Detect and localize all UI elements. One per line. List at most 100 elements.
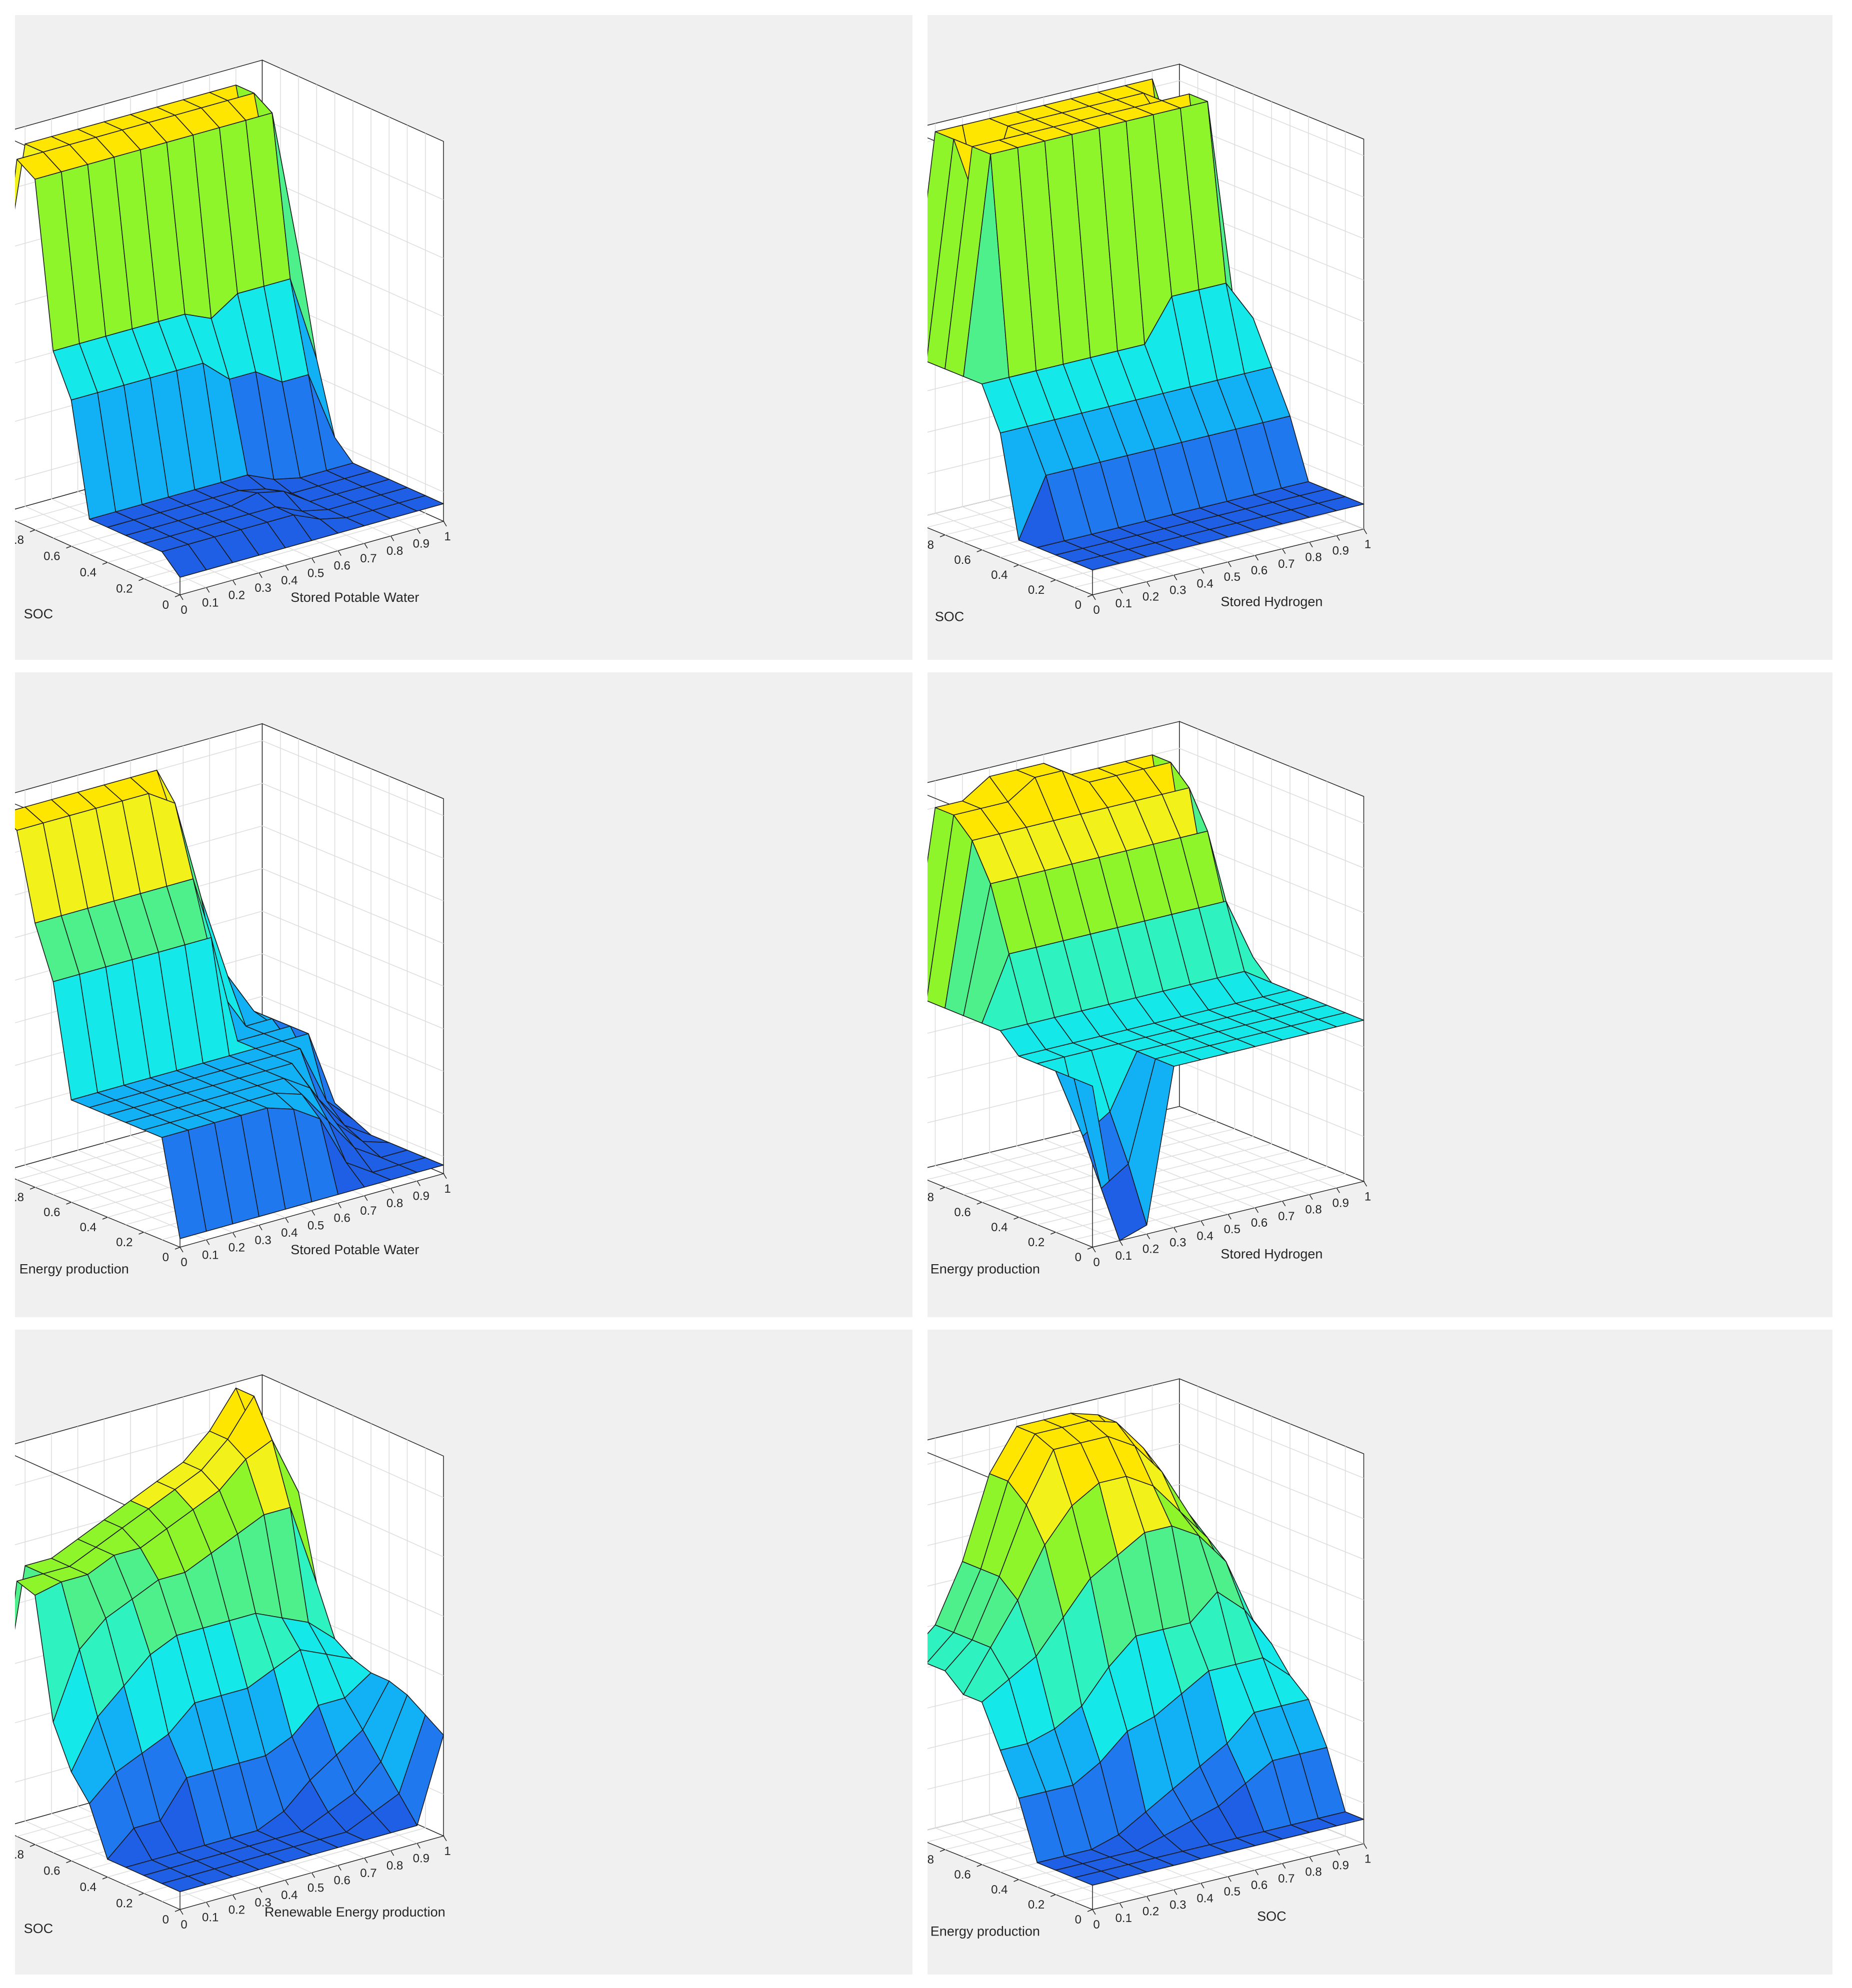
grid-line <box>162 1448 426 1902</box>
x-tick <box>1200 1883 1204 1889</box>
y-tick-label: 0 <box>1075 1251 1082 1264</box>
x-tick <box>1254 1870 1259 1876</box>
surface-plot-4: 0 0.1 0.2 0.3 0.4 0.5 0.6 0.7 0.8 0.9 1 0 0.2 0.4 0.6 0… <box>928 721 1371 1277</box>
y-tick-label: 0.4 <box>991 568 1008 582</box>
x-tick-label: 0.4 <box>1196 1892 1213 1905</box>
y-tick <box>976 1864 982 1867</box>
y-tick <box>1050 1894 1056 1897</box>
x-axis-label: Stored Potable Water <box>290 1242 419 1257</box>
y-tick <box>102 1877 108 1880</box>
x-tick-label: 0.5 <box>308 1219 324 1232</box>
axis-labels: 0 0.1 0.2 0.3 0.4 0.5 0.6 0.7 0.8 0.9 1 0 0.2 0.4 0.6 0… <box>15 521 451 621</box>
x-tick <box>1336 535 1340 541</box>
x-tick-label: 1 <box>1364 537 1371 551</box>
x-tick <box>285 565 289 571</box>
y-tick <box>1050 1232 1056 1235</box>
axis-labels: 0 0.1 0.2 0.3 0.4 0.5 0.6 0.7 0.8 0.9 1 0 0.2 0.4 0.6 0… <box>928 1843 1371 1939</box>
x-tick <box>1174 1890 1178 1895</box>
x-tick-label: 0.7 <box>1278 1872 1294 1886</box>
x-tick <box>1336 1850 1340 1856</box>
surface-panel-2: 0 0.1 0.2 0.3 0.4 0.5 0.6 0.7 0.8 0.9 1 0 0.2 0.4 0.6 0… <box>928 15 1832 660</box>
x-tick <box>1092 1909 1096 1915</box>
surface-panel-4: 0 0.1 0.2 0.3 0.4 0.5 0.6 0.7 0.8 0.9 1 0 0.2 0.4 0.6 0… <box>928 672 1832 1317</box>
surface-patch <box>1318 496 1364 511</box>
x-tick-label: 0.6 <box>1251 1879 1268 1892</box>
x-tick-label: 0.8 <box>1305 1866 1322 1879</box>
x-tick <box>338 1865 342 1871</box>
x-tick-label: 0.4 <box>1196 1229 1213 1243</box>
y-tick-label: 0.6 <box>954 553 970 567</box>
x-tick <box>416 1843 420 1849</box>
y-tick-label: 0 <box>1075 1913 1082 1927</box>
surface-mesh <box>928 754 1364 1241</box>
x-tick-label: 0.9 <box>1332 1859 1349 1872</box>
x-tick <box>1228 1876 1232 1882</box>
x-tick <box>311 557 316 563</box>
x-tick <box>1282 1863 1286 1869</box>
y-tick <box>30 1187 36 1190</box>
x-tick-label: 0.8 <box>386 1197 403 1210</box>
y-tick-label: 0.8 <box>928 1853 934 1867</box>
y-tick-label: 0.2 <box>1028 583 1044 597</box>
x-tick <box>206 1239 210 1245</box>
y-tick <box>138 1893 144 1896</box>
x-tick-label: 0.2 <box>228 589 245 602</box>
y-tick <box>66 545 72 549</box>
x-tick-label: 0.3 <box>254 581 271 595</box>
x-tick <box>1092 594 1096 600</box>
x-tick-label: 1 <box>1364 1190 1371 1203</box>
x-tick-label: 0 <box>1093 603 1100 617</box>
y-tick <box>1014 564 1019 567</box>
x-tick-label: 0.5 <box>1224 1885 1240 1899</box>
x-tick-label: 0.3 <box>254 1234 271 1247</box>
y-tick <box>976 549 982 552</box>
x-tick-label: 0.9 <box>413 537 430 550</box>
y-tick <box>174 1247 180 1250</box>
x-tick-label: 0.1 <box>202 1911 218 1924</box>
y-tick-label: 0.4 <box>80 1881 96 1894</box>
x-tick-label: 0.6 <box>334 1212 350 1225</box>
x-tick <box>180 1247 184 1253</box>
x-tick-label: 0.2 <box>1142 1905 1159 1919</box>
x-tick <box>1254 1207 1259 1213</box>
x-tick <box>1119 1903 1123 1909</box>
x-tick <box>1174 1227 1178 1233</box>
y-tick <box>1050 579 1056 582</box>
grid-line <box>24 790 206 1240</box>
x-tick <box>1174 575 1178 580</box>
grid-line <box>1074 789 1346 1240</box>
x-tick-label: 0.8 <box>386 1859 403 1873</box>
y-tick-label: 0.2 <box>116 1236 132 1249</box>
x-tick-label: 0.6 <box>1251 564 1268 577</box>
x-tick-label: 0.1 <box>1116 1249 1132 1263</box>
x-tick <box>1119 1240 1123 1246</box>
x-axis-label: Stored Hydrogen <box>1220 1247 1322 1262</box>
x-tick-label: 0.7 <box>360 1204 376 1218</box>
y-tick <box>940 534 946 537</box>
x-tick <box>1309 1857 1313 1862</box>
x-tick <box>258 1225 262 1231</box>
y-tick-label: 0.4 <box>80 566 96 579</box>
y-tick <box>976 1202 982 1205</box>
surface-mesh <box>928 78 1364 570</box>
x-tick-label: 0.5 <box>1224 570 1240 584</box>
surface-patch <box>398 495 444 512</box>
x-tick <box>232 1895 236 1900</box>
y-tick <box>174 594 180 597</box>
x-tick-label: 0.1 <box>202 596 218 609</box>
x-tick <box>180 1909 184 1915</box>
y-tick-label: 0.8 <box>15 1191 24 1204</box>
surface-plot-2: 0 0.1 0.2 0.3 0.4 0.5 0.6 0.7 0.8 0.9 1 0 0.2 0.4 0.6 0… <box>928 63 1371 624</box>
surface-plot-3: 0 0.1 0.2 0.3 0.4 0.5 0.6 0.7 0.8 0.9 1 0 0.2 0.4 0.6 0… <box>15 723 451 1277</box>
y-tick-label: 0.6 <box>44 1865 60 1878</box>
y-tick-label: 0.6 <box>44 550 60 563</box>
x-tick <box>1336 1188 1340 1193</box>
x-tick <box>1282 1201 1286 1207</box>
y-axis-label: SOC <box>24 606 54 621</box>
y-tick <box>102 1217 108 1220</box>
x-tick-label: 0.9 <box>413 1189 430 1203</box>
x-axis-label: Renewable Energy production <box>264 1905 446 1920</box>
y-tick <box>1014 1217 1019 1220</box>
x-tick-label: 0.2 <box>1142 590 1159 604</box>
y-tick-label: 0 <box>1075 598 1082 612</box>
